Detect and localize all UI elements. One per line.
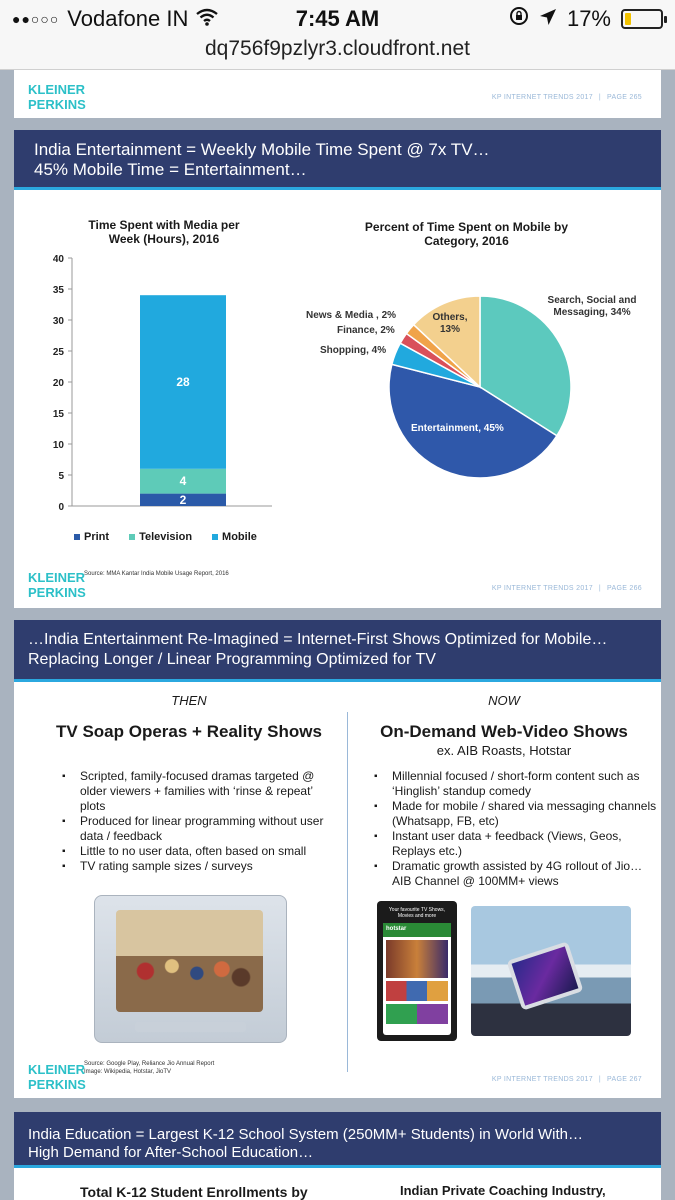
slide-title-banner: India Education = Largest K-12 School Sy…	[14, 1112, 661, 1168]
now-bullet-list: Millennial focused / short-form content …	[372, 769, 657, 889]
slide-title-line-1: India Entertainment = Weekly Mobile Time…	[34, 140, 490, 159]
location-arrow-icon	[539, 6, 557, 32]
y-tick-label: 5	[58, 471, 64, 482]
hotstar-phone-screenshot: Your favourite TV Shows, Movies and more…	[377, 901, 457, 1041]
pie-label-others: Others, 13%	[432, 312, 468, 335]
slide-title-banner: …India Entertainment Re-Imagined = Inter…	[14, 620, 661, 682]
pie-label-search-social: Search, Social and Messaging, 34%	[547, 295, 637, 318]
y-tick-label: 20	[53, 378, 65, 389]
slide-title-line-2: High Demand for After-School Education…	[28, 1144, 314, 1161]
slide-title-banner: India Entertainment = Weekly Mobile Time…	[14, 130, 661, 190]
bar-chart-title: Time Spent with Media per Week (Hours), …	[88, 218, 240, 246]
tv-screen-family-photo	[116, 910, 263, 1012]
slide-title-line-2: 45% Mobile Time = Entertainment…	[34, 160, 307, 179]
list-item: TV rating sample sizes / surveys	[60, 859, 330, 874]
y-tick-label: 40	[53, 254, 65, 265]
source-note: Source: MMA Kantar India Mobile Usage Re…	[84, 571, 229, 577]
hotstar-app-bar: hotstar	[383, 923, 451, 937]
carrier-name: Vodafone IN	[67, 6, 189, 31]
pie-slice-others	[412, 295, 481, 389]
crt-television-image	[94, 895, 287, 1043]
slide-title-line-1: …India Entertainment Re-Imagined = Inter…	[28, 631, 608, 648]
source-note: Source: Google Play, Reliance Jio Annual…	[84, 1061, 215, 1075]
y-tick-label: 35	[53, 285, 65, 296]
bar-chart: 0 5 10 15 20 25 30 35 40 2 4 28	[53, 254, 272, 513]
tablet-on-train-image	[471, 906, 631, 1036]
slide-title-line-2: Replacing Longer / Linear Programming Op…	[28, 651, 436, 668]
legend-item-television: Television	[129, 531, 192, 543]
legend-item-print: Print	[74, 531, 109, 543]
pie-label-entertainment: Entertainment, 45%	[411, 423, 504, 434]
now-title: On-Demand Web-Video Shows	[380, 722, 628, 741]
y-tick-label: 0	[58, 502, 64, 513]
battery-icon	[621, 9, 667, 29]
kleiner-perkins-logo: KLEINER PERKINS	[28, 570, 86, 600]
list-item: Produced for linear programming without …	[60, 814, 330, 844]
now-label: NOW	[488, 693, 520, 708]
pie-slice-entertainment	[388, 363, 558, 479]
slide-footer: KP INTERNET TRENDS 2017 | PAGE 267	[491, 1076, 642, 1083]
legend-swatch	[74, 534, 80, 540]
battery-percent: 17%	[566, 6, 611, 31]
wifi-icon	[196, 6, 219, 32]
list-item: Instant user data + feedback (Views, Geo…	[372, 829, 657, 859]
list-item: Millennial focused / short-form content …	[372, 769, 657, 799]
address-bar[interactable]: dq756f9pzlyr3.cloudfront.net	[0, 36, 675, 70]
legend-item-mobile: Mobile	[212, 531, 257, 543]
bar-data-label: 2	[180, 493, 187, 507]
legend-label: Mobile	[222, 531, 257, 543]
slide-268: India Education = Largest K-12 School Sy…	[14, 1112, 661, 1200]
then-label: THEN	[171, 693, 207, 708]
slide-title-line-1: India Education = Largest K-12 School Sy…	[28, 1126, 583, 1143]
battery-level	[625, 13, 631, 25]
signal-strength-icon: ●●○○○	[12, 11, 60, 27]
kleiner-perkins-logo: KLEINER PERKINS	[28, 82, 86, 112]
kleiner-perkins-logo: KLEINER PERKINS	[28, 1062, 86, 1092]
enrollment-chart-title: Total K-12 Student Enrollments by	[80, 1184, 308, 1200]
clock: 7:45 AM	[295, 6, 380, 31]
phone-screen-caption: Your favourite TV Shows, Movies and more	[388, 907, 446, 919]
slide-266: India Entertainment = Weekly Mobile Time…	[14, 130, 661, 608]
then-title: TV Soap Operas + Reality Shows	[56, 722, 322, 741]
list-item: Little to no user data, often based on s…	[60, 844, 330, 859]
rotation-lock-icon	[509, 6, 529, 32]
legend-swatch	[212, 534, 219, 540]
then-bullet-list: Scripted, family-focused dramas targeted…	[60, 769, 330, 874]
column-divider	[347, 712, 348, 1072]
bar-segment-television	[140, 468, 226, 494]
pie-label-news-media: News & Media , 2%	[306, 310, 397, 321]
y-tick-label: 15	[53, 409, 65, 420]
pie-label-finance: Finance, 2%	[337, 325, 395, 336]
legend-swatch	[129, 534, 136, 540]
bar-data-label: 4	[180, 474, 187, 488]
slide-footer: KP INTERNET TRENDS 2017 | PAGE 266	[491, 585, 642, 592]
pie-slice-finance	[399, 332, 481, 388]
pie-label-shopping: Shopping, 4%	[320, 345, 387, 356]
slide-footer: KP INTERNET TRENDS 2017 | PAGE 265	[491, 94, 642, 101]
coaching-industry-chart-title: Indian Private Coaching Industry,	[400, 1183, 606, 1198]
y-tick-label: 25	[53, 347, 65, 358]
list-item: Scripted, family-focused dramas targeted…	[60, 769, 330, 814]
legend-label: Television	[139, 531, 193, 543]
url-text: dq756f9pzlyr3.cloudfront.net	[204, 37, 470, 60]
slide-267: …India Entertainment Re-Imagined = Inter…	[14, 620, 661, 1098]
pie-chart-title: Percent of Time Spent on Mobile by Categ…	[364, 220, 569, 248]
bar-data-label: 28	[176, 375, 190, 389]
status-bar: ●●○○○ Vodafone IN 7:45 AM 17%	[0, 0, 675, 36]
slide-265: KLEINER PERKINS KP INTERNET TRENDS 2017 |…	[14, 70, 661, 118]
pie-slice-shopping	[390, 342, 481, 388]
list-item: Dramatic growth assisted by 4G rollout o…	[372, 859, 657, 889]
bar-segment-mobile	[140, 295, 226, 469]
y-tick-label: 10	[53, 440, 65, 451]
bar-segment-print	[140, 493, 226, 506]
bar-chart-legend: Print Television Mobile	[74, 531, 257, 543]
list-item: Made for mobile / shared via messaging c…	[372, 799, 657, 829]
now-subtitle: ex. AIB Roasts, Hotstar	[436, 743, 572, 758]
y-tick-label: 30	[53, 316, 65, 327]
legend-label: Print	[84, 531, 110, 543]
